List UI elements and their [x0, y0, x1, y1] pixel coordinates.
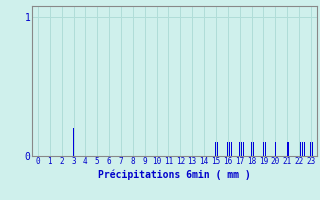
- Bar: [229, 142, 230, 156]
- Bar: [263, 142, 264, 156]
- Bar: [312, 142, 313, 156]
- Bar: [239, 142, 240, 156]
- Bar: [265, 142, 266, 156]
- Bar: [304, 142, 305, 156]
- Bar: [299, 142, 300, 156]
- Bar: [241, 142, 242, 156]
- Bar: [275, 142, 276, 156]
- Bar: [243, 142, 244, 156]
- Bar: [288, 142, 289, 156]
- Bar: [310, 142, 311, 156]
- Bar: [227, 142, 228, 156]
- Bar: [251, 142, 252, 156]
- Bar: [215, 142, 216, 156]
- X-axis label: Précipitations 6min ( mm ): Précipitations 6min ( mm ): [98, 169, 251, 180]
- Bar: [287, 142, 288, 156]
- Bar: [302, 142, 303, 156]
- Bar: [300, 142, 301, 156]
- Bar: [217, 142, 218, 156]
- Bar: [253, 142, 254, 156]
- Bar: [73, 128, 74, 156]
- Bar: [231, 142, 232, 156]
